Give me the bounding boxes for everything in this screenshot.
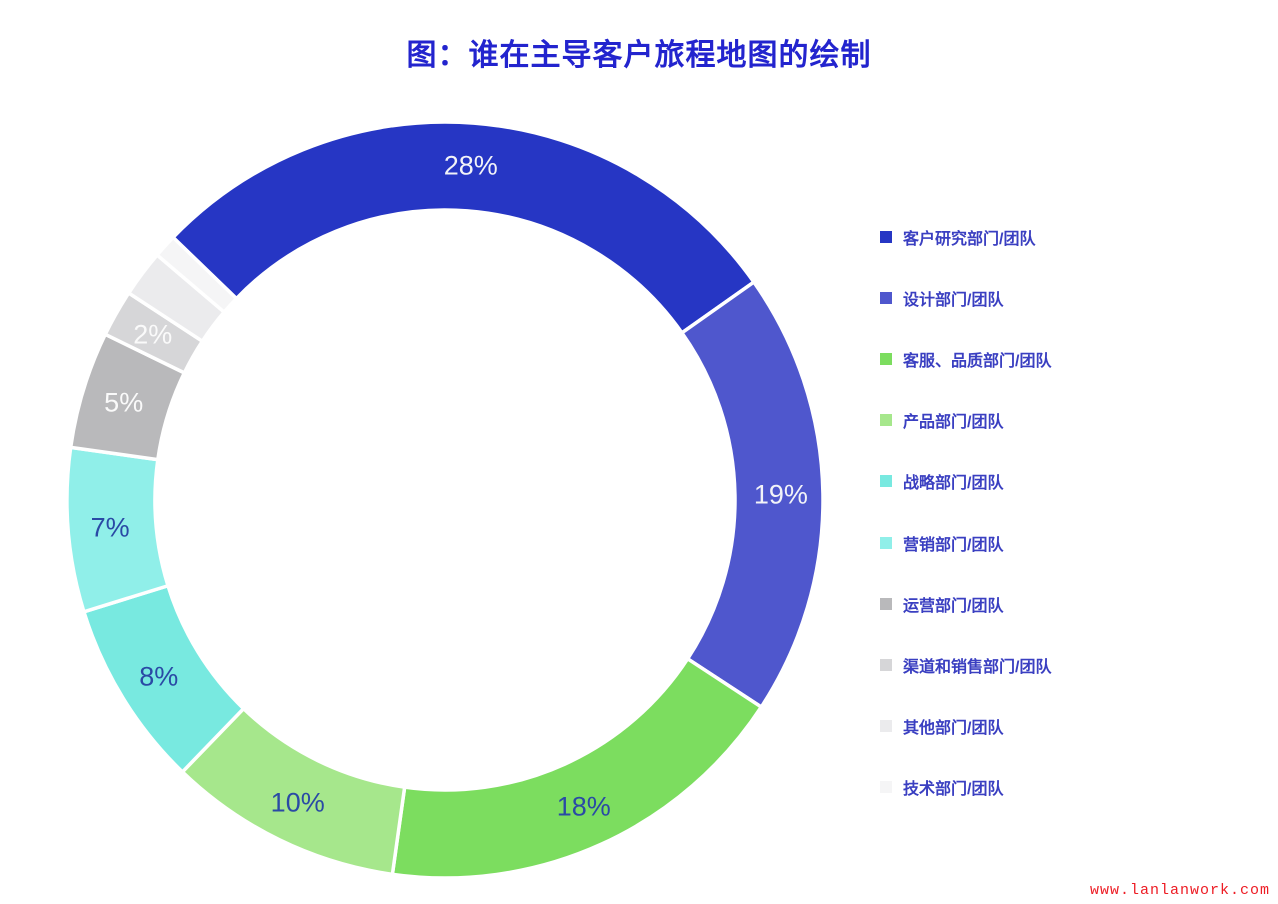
legend: 客户研究部门/团队 设计部门/团队 客服、品质部门/团队 产品部门/团队 战略部… bbox=[880, 206, 1051, 818]
legend-label: 客户研究部门/团队 bbox=[903, 230, 1036, 248]
slice-percent-label: 19% bbox=[754, 480, 808, 510]
slice-percent-label: 8% bbox=[139, 662, 178, 692]
legend-label: 设计部门/团队 bbox=[903, 291, 1004, 309]
legend-item-3: 客服、品质部门/团队 bbox=[880, 328, 1051, 389]
legend-item-8: 渠道和销售部门/团队 bbox=[880, 634, 1051, 695]
legend-label: 运营部门/团队 bbox=[903, 597, 1004, 615]
legend-item-1: 客户研究部门/团队 bbox=[880, 206, 1051, 267]
legend-swatch-icon bbox=[880, 352, 892, 365]
slice-percent-label: 2% bbox=[133, 319, 172, 349]
slice-percent-label: 18% bbox=[557, 791, 611, 821]
donut-slice-10 bbox=[154, 234, 239, 315]
legend-label: 产品部门/团队 bbox=[903, 414, 1004, 432]
donut-slice-1 bbox=[170, 120, 757, 336]
legend-label: 战略部门/团队 bbox=[903, 475, 1004, 493]
legend-label: 客服、品质部门/团队 bbox=[903, 352, 1052, 370]
legend-item-4: 产品部门/团队 bbox=[880, 390, 1051, 451]
legend-label: 营销部门/团队 bbox=[903, 536, 1004, 554]
legend-swatch-icon bbox=[880, 475, 892, 488]
legend-swatch-icon bbox=[880, 658, 892, 671]
legend-swatch-icon bbox=[880, 781, 892, 794]
legend-swatch-icon bbox=[880, 291, 892, 304]
legend-item-7: 运营部门/团队 bbox=[880, 573, 1051, 634]
donut-slice-3 bbox=[390, 656, 764, 880]
legend-swatch-icon bbox=[880, 720, 892, 733]
legend-label: 其他部门/团队 bbox=[903, 720, 1004, 738]
watermark: www.lanlanwork.com bbox=[1089, 882, 1270, 899]
legend-swatch-icon bbox=[880, 536, 892, 549]
legend-swatch-icon bbox=[880, 230, 892, 243]
legend-label: 渠道和销售部门/团队 bbox=[903, 658, 1052, 676]
slice-percent-label: 28% bbox=[444, 150, 498, 180]
slice-percent-label: 5% bbox=[104, 387, 143, 417]
legend-item-9: 其他部门/团队 bbox=[880, 696, 1051, 757]
legend-item-10: 技术部门/团队 bbox=[880, 757, 1051, 818]
slice-percent-label: 7% bbox=[91, 512, 130, 542]
legend-swatch-icon bbox=[880, 597, 892, 610]
slice-percent-label: 10% bbox=[271, 787, 325, 817]
legend-swatch-icon bbox=[880, 414, 892, 427]
chart-title: 图：谁在主导客户旅程地图的绘制 bbox=[406, 39, 872, 72]
legend-item-5: 战略部门/团队 bbox=[880, 451, 1051, 512]
legend-label: 技术部门/团队 bbox=[903, 781, 1004, 799]
legend-item-2: 设计部门/团队 bbox=[880, 267, 1051, 328]
legend-item-6: 营销部门/团队 bbox=[880, 512, 1051, 573]
